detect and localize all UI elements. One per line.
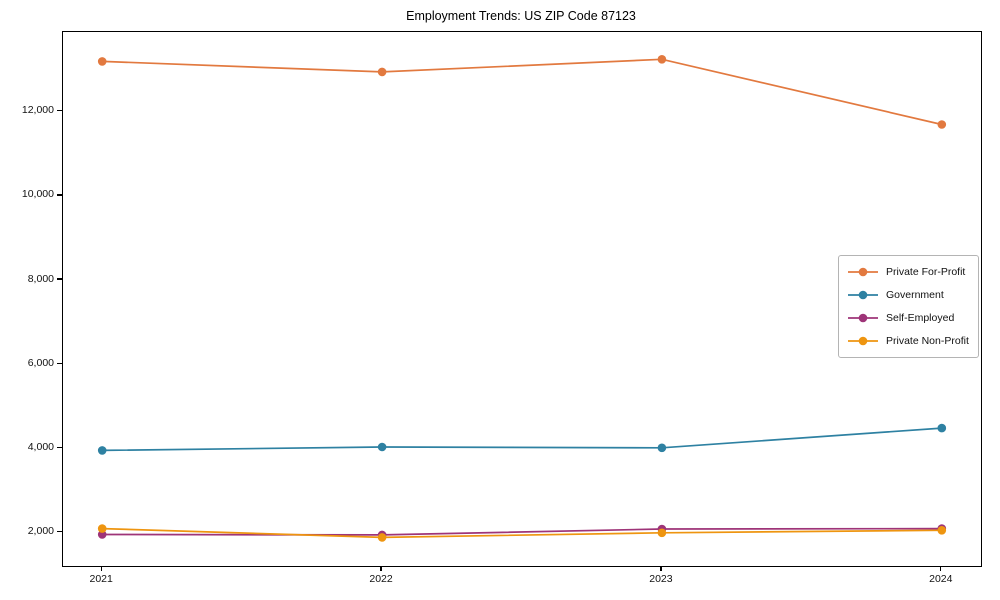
legend: Private For-Profit Government Self-Employe… [838,255,979,358]
legend-marker-icon [848,313,878,323]
marker-private-for-profit [937,120,947,129]
y-tick-label: 6,000 [27,356,54,369]
legend-item-self-employed: Self-Employed [847,308,969,328]
legend-item-private-non-profit: Private Non-Profit [847,331,969,351]
chart-title: Employment Trends: US ZIP Code 87123 [406,9,636,23]
x-tick-mark [380,566,382,571]
y-tick-label: 10,000 [21,188,54,201]
y-tick-label: 12,000 [21,104,54,117]
y-tick-mark [57,110,62,112]
x-tick-label: 2023 [649,573,673,585]
x-tick-label: 2022 [369,573,393,585]
y-tick-mark [57,362,62,364]
y-tick-mark [57,194,62,196]
legend-label: Private Non-Profit [886,335,969,347]
marker-government [97,446,107,455]
legend-label: Private For-Profit [886,266,966,278]
legend-marker-icon [848,336,878,346]
y-tick-mark [57,446,62,448]
marker-private-non-profit [377,533,387,542]
line-private-non-profit [102,527,942,539]
marker-private-for-profit [377,67,387,77]
plot-area [62,31,982,567]
marker-private-non-profit [657,528,667,538]
marker-private-for-profit [657,55,667,64]
chart-canvas [97,55,947,542]
legend-label: Self-Employed [886,312,955,324]
legend-label: Government [886,289,944,301]
legend-item-private-for-profit: Private For-Profit [847,262,969,282]
x-tick-mark [100,566,102,571]
y-tick-mark [57,530,62,532]
x-tick-label: 2021 [89,573,113,585]
marker-government [377,442,387,452]
marker-private-non-profit [937,526,947,535]
marker-self-employed [97,530,107,539]
marker-private-non-profit [97,524,107,533]
legend-marker-icon [848,267,878,277]
legend-marker-icon [848,290,878,300]
line-private-for-profit [102,58,942,126]
x-tick-label: 2024 [929,573,953,585]
line-self-employed [102,527,942,536]
x-tick-mark [660,566,662,571]
y-tick-label: 8,000 [27,272,54,285]
marker-private-for-profit [97,57,107,66]
x-tick-mark [940,566,942,571]
y-tick-label: 2,000 [27,524,54,537]
y-tick-label: 4,000 [27,440,54,453]
y-tick-mark [57,278,62,280]
legend-item-government: Government [847,285,969,305]
marker-government [657,443,667,453]
marker-government [937,423,947,433]
line-government [102,427,942,452]
